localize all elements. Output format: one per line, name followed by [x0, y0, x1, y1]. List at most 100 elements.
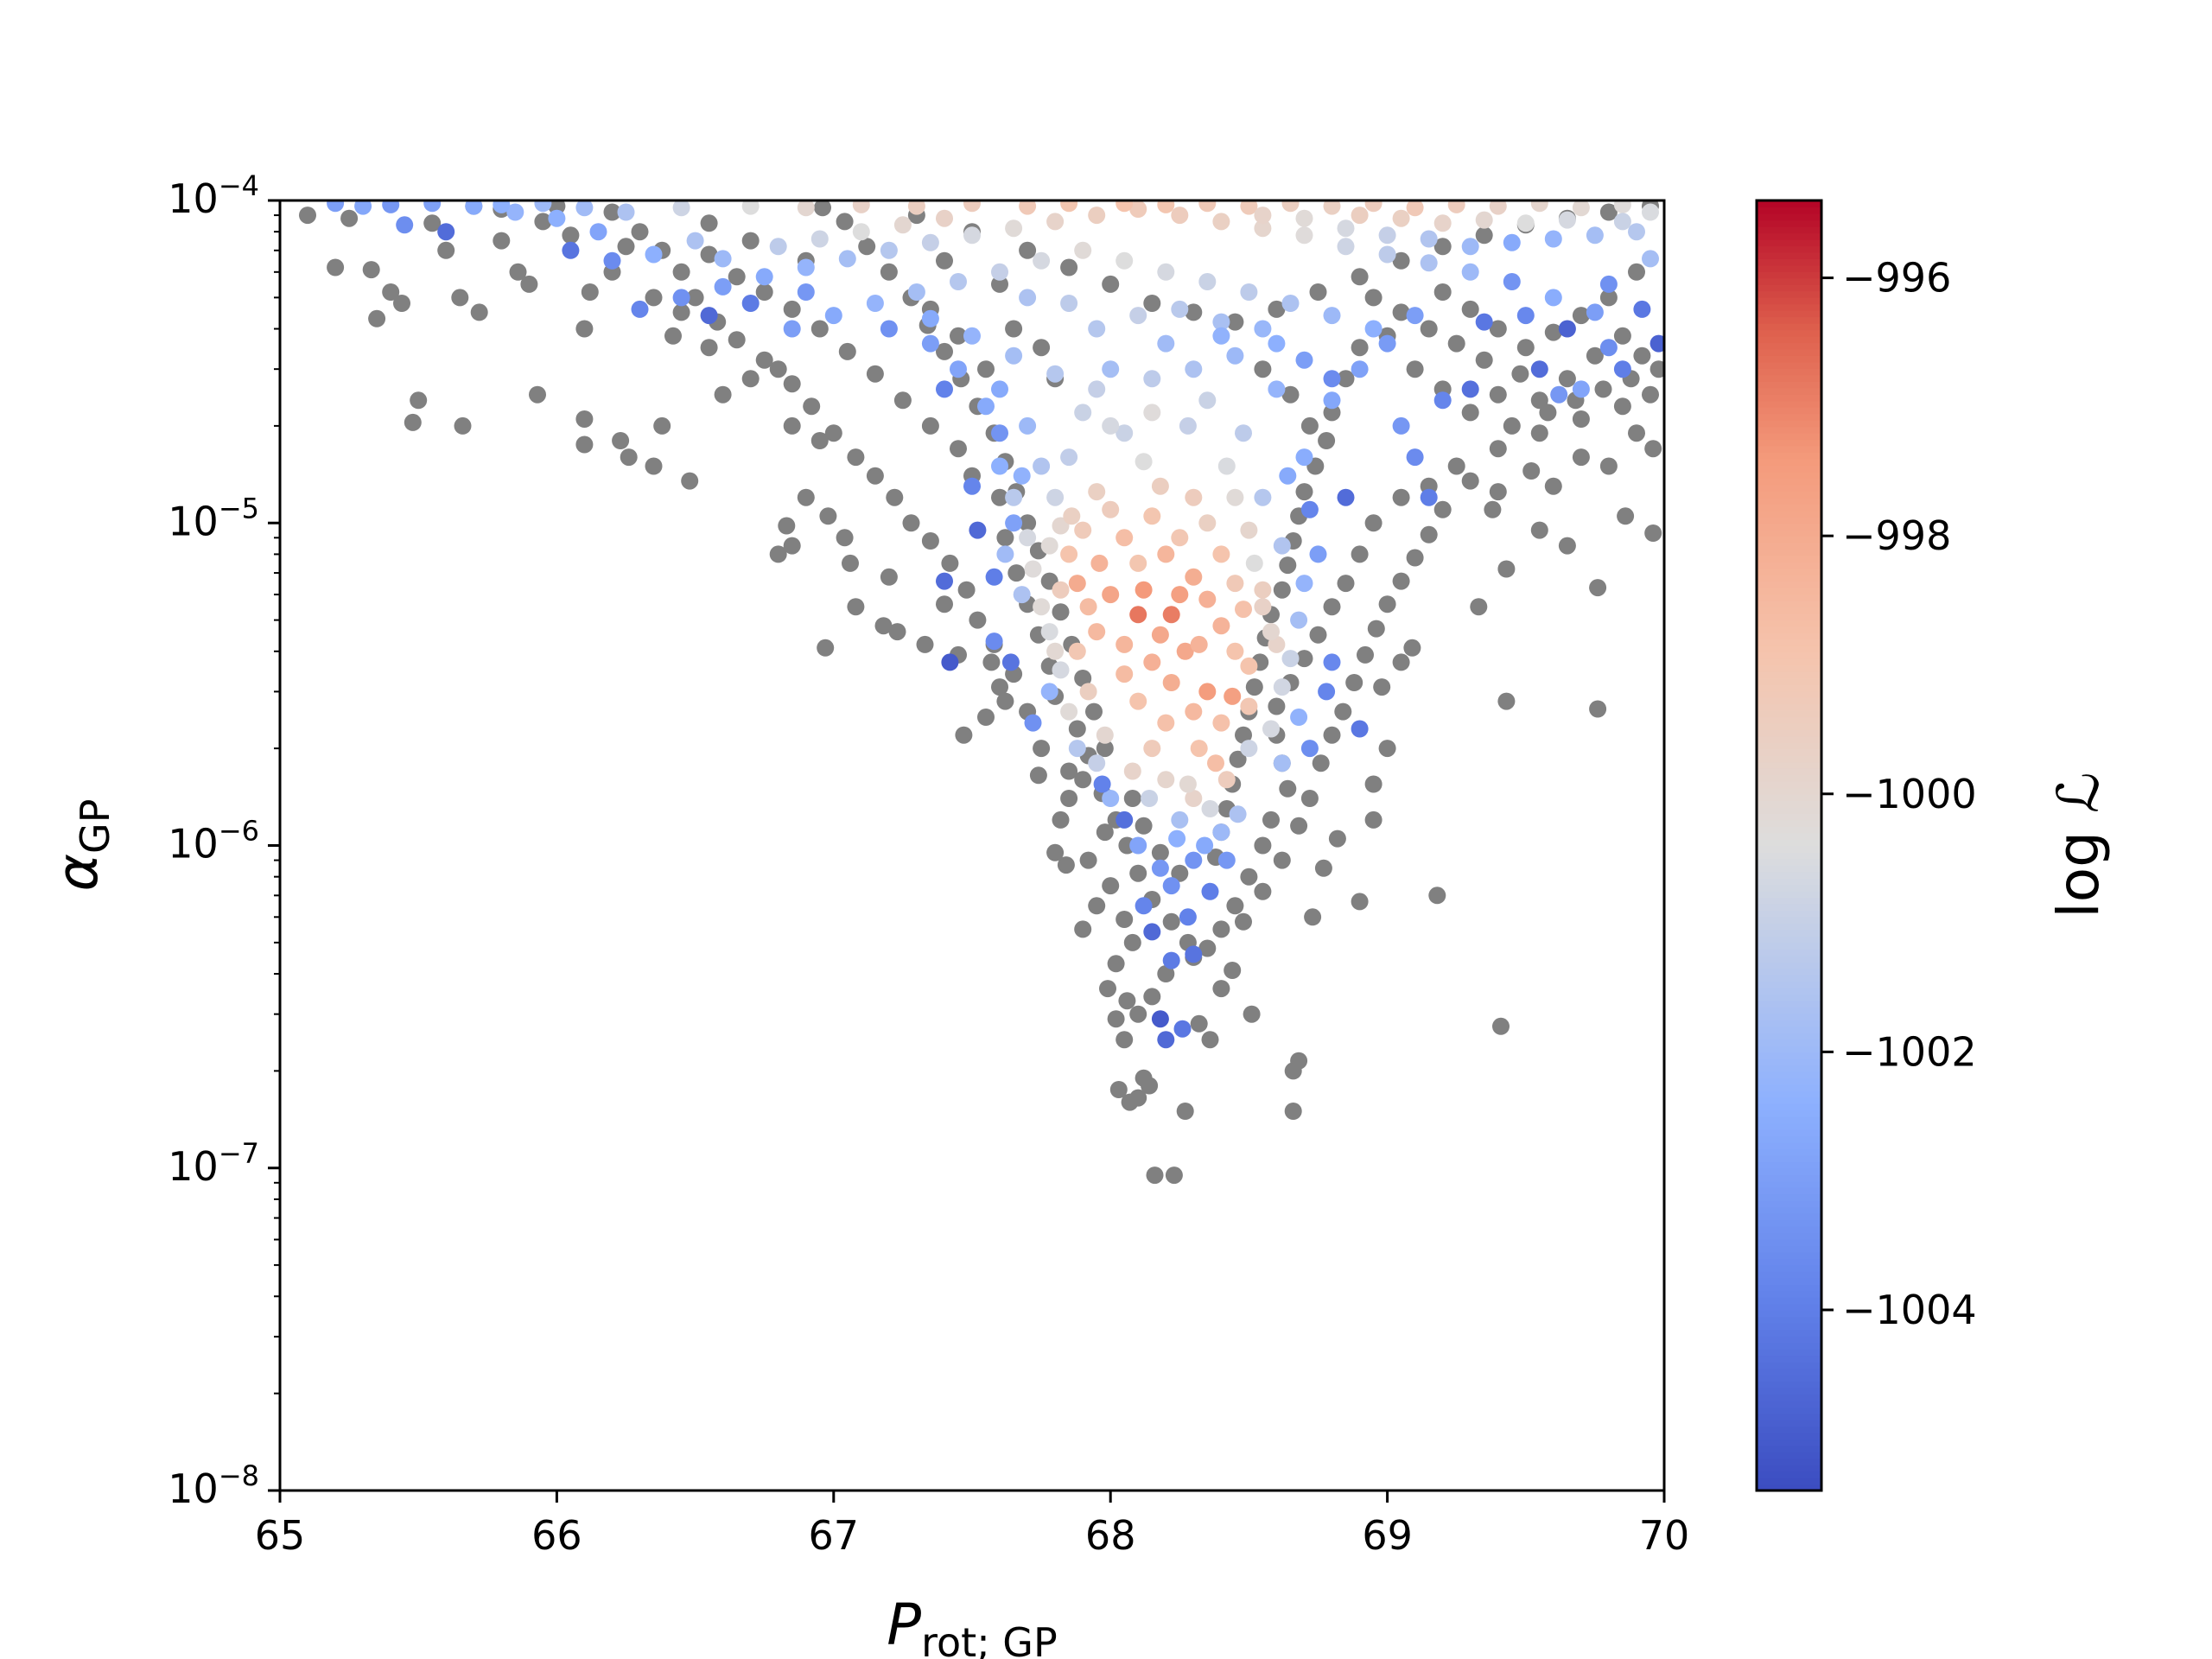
- colorbar-band: [1757, 393, 1821, 402]
- scatter-point: [1088, 623, 1106, 641]
- colorbar-band: [1757, 703, 1821, 711]
- scatter-point: [991, 263, 1008, 281]
- scatter-point: [783, 320, 801, 338]
- scatter-point: [1328, 830, 1346, 848]
- scatter-point: [1102, 416, 1120, 435]
- scatter-point: [1212, 545, 1230, 563]
- colorbar-band: [1757, 1039, 1821, 1046]
- scatter-point: [1392, 488, 1410, 506]
- scatter-point: [1212, 920, 1230, 938]
- scatter-point: [1530, 424, 1548, 442]
- colorbar-band: [1757, 1316, 1821, 1324]
- colorbar-band: [1757, 716, 1821, 724]
- scatter-point: [1157, 965, 1175, 982]
- scatter-point: [1143, 507, 1161, 525]
- colorbar-band: [1757, 484, 1821, 492]
- scatter-point: [1489, 385, 1507, 404]
- scatter-point: [1642, 203, 1659, 221]
- scatter-point: [1129, 200, 1147, 218]
- scatter-point: [1116, 529, 1134, 547]
- scatter-point: [1281, 650, 1300, 668]
- colorbar-band: [1757, 832, 1821, 840]
- scatter-point: [1217, 851, 1236, 869]
- scatter-point: [1295, 483, 1313, 501]
- scatter-point: [755, 351, 773, 369]
- scatter-point: [1420, 488, 1438, 506]
- scatter-point: [886, 488, 904, 506]
- scatter-point: [1129, 1005, 1147, 1023]
- scatter-point: [814, 200, 831, 217]
- scatter-point: [842, 554, 859, 572]
- scatter-point: [1179, 775, 1197, 793]
- scatter-point: [1613, 360, 1631, 378]
- colorbar-band: [1757, 497, 1821, 505]
- scatter-point: [824, 307, 842, 325]
- scatter-point: [1102, 275, 1120, 293]
- scatter-point: [1378, 334, 1396, 353]
- x-axis-label-main: P: [887, 1592, 921, 1658]
- scatter-point: [631, 300, 649, 318]
- colorbar-band: [1757, 290, 1821, 298]
- scatter-point: [393, 295, 410, 312]
- scatter-point: [423, 214, 442, 232]
- colorbar-band: [1757, 426, 1821, 434]
- scatter-point: [783, 300, 801, 318]
- colorbar-band: [1757, 458, 1821, 466]
- scatter-point: [1198, 391, 1217, 410]
- scatter-point: [880, 241, 898, 259]
- colorbar-band: [1757, 413, 1821, 421]
- scatter-point: [838, 250, 856, 268]
- x-tick-label: 65: [255, 1512, 306, 1559]
- scatter-point: [1171, 529, 1189, 547]
- scatter-point: [1516, 214, 1535, 232]
- colorbar-band: [1757, 748, 1821, 756]
- scatter-point: [1052, 661, 1070, 679]
- colorbar-band: [1757, 271, 1821, 279]
- scatter-point: [963, 200, 981, 213]
- colorbar-band: [1757, 303, 1821, 311]
- scatter-point: [1196, 836, 1214, 855]
- colorbar-band: [1757, 600, 1821, 608]
- colorbar-frame: [1755, 199, 1823, 1492]
- scatter-point: [299, 207, 316, 225]
- scatter-point: [1503, 233, 1521, 251]
- colorbar-band: [1757, 774, 1821, 782]
- scatter-point: [1323, 598, 1341, 616]
- colorbar-band: [1757, 877, 1821, 886]
- scatter-point: [700, 307, 718, 325]
- colorbar-band: [1757, 207, 1821, 214]
- scatter-point: [1060, 448, 1078, 467]
- scatter-point: [1599, 339, 1618, 357]
- scatter-point: [1304, 908, 1322, 926]
- scatter-point: [728, 331, 746, 349]
- scatter-point: [755, 283, 773, 301]
- scatter-point: [1088, 320, 1106, 338]
- colorbar-band: [1757, 251, 1821, 259]
- colorbar-band: [1757, 1368, 1821, 1376]
- scatter-point: [686, 232, 704, 250]
- scatter-point: [1530, 391, 1548, 410]
- scatter-point: [852, 200, 870, 213]
- scatter-point: [1433, 214, 1452, 232]
- colorbar-band: [1757, 780, 1821, 789]
- colorbar-band: [1757, 1309, 1821, 1318]
- scatter-point: [1185, 303, 1203, 321]
- scatter-point: [1201, 882, 1219, 900]
- scatter-point: [575, 435, 594, 454]
- scatter-point: [1420, 230, 1438, 248]
- scatter-point: [1123, 933, 1141, 951]
- scatter-point: [1314, 859, 1332, 877]
- scatter-point: [382, 200, 400, 213]
- scatter-point: [1198, 514, 1217, 532]
- colorbar-band: [1757, 1335, 1821, 1344]
- scatter-point: [1226, 575, 1244, 593]
- scatter-point: [936, 380, 953, 398]
- colorbar-band: [1757, 1277, 1821, 1285]
- scatter-point: [1068, 575, 1086, 593]
- colorbar-band: [1757, 639, 1821, 646]
- scatter-point: [1162, 606, 1180, 624]
- colorbar-tick-label: −1000: [1842, 771, 1977, 817]
- scatter-point: [769, 360, 787, 378]
- colorbar-band: [1757, 1329, 1821, 1337]
- scatter-point: [769, 545, 787, 563]
